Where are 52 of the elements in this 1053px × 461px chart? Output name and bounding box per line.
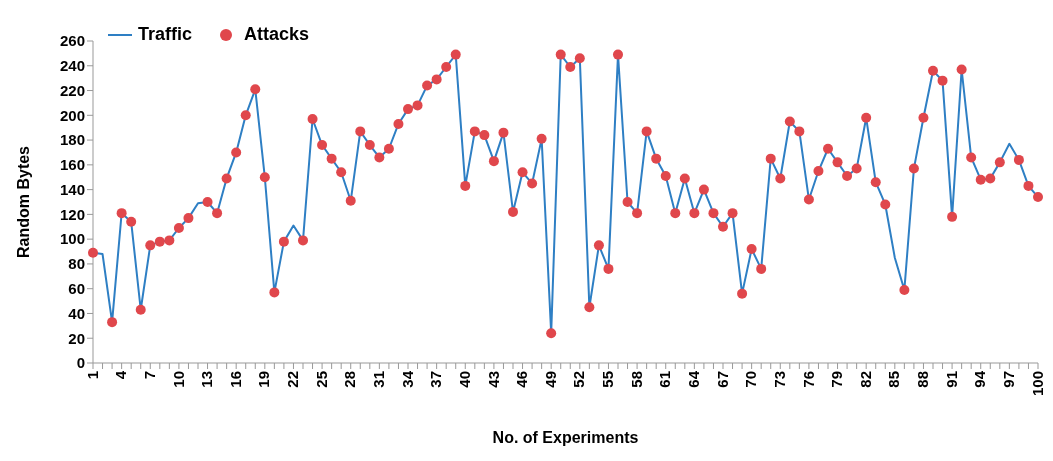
y-tick-label: 20	[68, 329, 85, 347]
y-axis-title: Random Bytes	[14, 145, 32, 259]
x-tick-label: 85	[885, 371, 903, 388]
y-tick-label: 220	[59, 81, 85, 99]
y-tick-label: 260	[59, 32, 85, 50]
x-tick-label: 70	[742, 371, 760, 388]
x-tick-label: 52	[570, 371, 588, 388]
x-tick-label: 37	[427, 371, 445, 388]
y-tick-label: 240	[59, 57, 85, 75]
y-tick-label: 120	[59, 205, 85, 223]
x-tick-label: 31	[370, 371, 388, 388]
x-tick-label: 43	[484, 371, 502, 388]
legend-label: Traffic	[138, 24, 193, 45]
x-tick-label: 67	[713, 371, 731, 388]
x-tick-label: 49	[541, 371, 559, 388]
x-axis-title: No. of Experiments	[492, 429, 639, 446]
y-tick-label: 80	[68, 255, 85, 273]
x-tick-label: 28	[341, 371, 359, 388]
x-tick-label: 82	[856, 371, 874, 388]
x-tick-label: 40	[455, 371, 473, 388]
x-tick-label: 13	[198, 371, 216, 388]
x-tick-label: 10	[169, 371, 187, 388]
y-tick-label: 100	[59, 230, 85, 248]
x-tick-label: 88	[914, 371, 932, 388]
x-tick-label: 46	[513, 371, 531, 388]
x-tick-label: 55	[599, 371, 617, 388]
x-tick-label: 97	[1000, 371, 1018, 388]
x-tick-label: 58	[627, 371, 645, 388]
x-tick-label: 4	[112, 370, 130, 380]
x-tick-label: 94	[971, 370, 989, 388]
x-tick-label: 91	[942, 371, 960, 388]
y-tick-label: 140	[59, 180, 85, 198]
x-tick-label: 19	[255, 371, 273, 388]
x-tick-label: 76	[799, 371, 817, 388]
x-tick-label: 7	[140, 371, 158, 380]
x-tick-label: 34	[398, 370, 416, 388]
x-tick-label: 1	[83, 371, 101, 380]
x-tick-label: 25	[312, 371, 330, 388]
y-tick-label: 180	[59, 131, 85, 149]
y-tick-label: 60	[68, 280, 85, 298]
x-tick-label: 64	[685, 370, 703, 388]
x-tick-label: 79	[828, 371, 846, 388]
legend-label: Attacks	[244, 24, 310, 45]
y-tick-label: 0	[76, 354, 85, 372]
x-tick-label: 73	[770, 371, 788, 388]
x-tick-label: 100	[1028, 371, 1046, 397]
x-tick-label: 61	[656, 371, 674, 388]
y-tick-label: 160	[59, 156, 85, 174]
x-tick-label: 22	[284, 371, 302, 388]
y-tick-label: 200	[59, 106, 85, 124]
y-tick-label: 40	[68, 304, 85, 322]
x-tick-label: 16	[226, 371, 244, 388]
